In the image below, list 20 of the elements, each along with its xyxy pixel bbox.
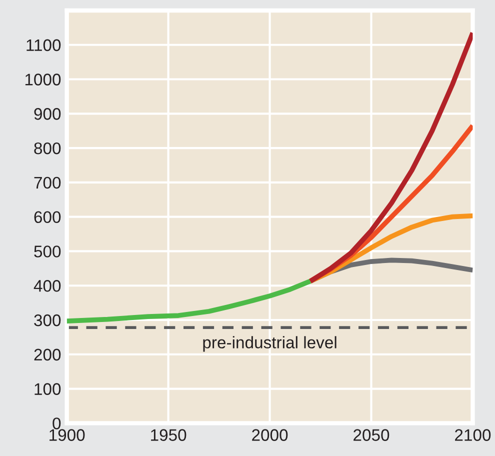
line-series [308,30,473,284]
ref-line-label: pre-industrial level [203,336,336,352]
x-tick-label: 1950 [151,429,186,441]
y-tick-label: 500 [34,246,61,258]
x-tick-label: 2000 [252,429,288,441]
y-tick-label: 700 [34,176,61,189]
y-tick-label: 1100 [26,39,61,52]
line-series [66,278,313,324]
x-tick-label: 2100 [455,429,491,441]
y-tick-label: 900 [34,108,61,120]
y-tick-label: 100 [34,383,61,395]
y-tick-label: 1000 [25,74,61,86]
y-tick-label: 200 [34,348,61,361]
y-tick-label: 600 [34,211,61,224]
y-tick-label: 300 [34,314,61,326]
y-tick-label: 400 [34,280,61,292]
x-tick-label: 1900 [50,429,85,441]
x-tick-label: 2050 [354,429,390,441]
y-tick-label: 0 [52,418,61,430]
y-tick-label: 800 [34,142,61,154]
